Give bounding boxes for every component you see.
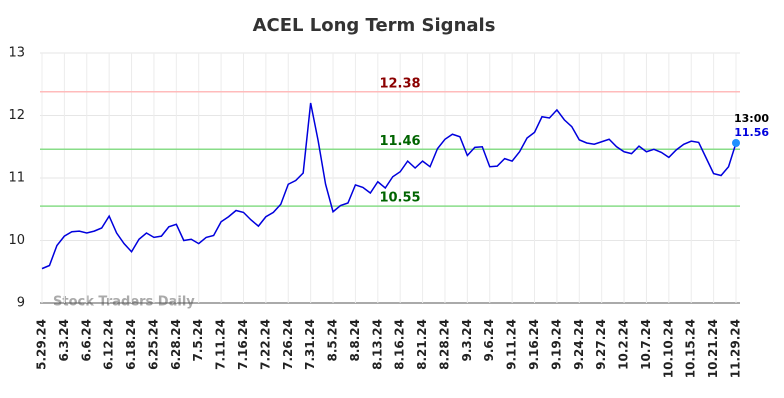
x-tick-label: 8.16.24: [393, 319, 407, 370]
y-tick-label: 12: [8, 108, 25, 123]
x-tick-label: 6.18.24: [124, 319, 138, 370]
last-value-label: 11.56: [734, 126, 769, 139]
x-tick-label: 6.28.24: [169, 319, 183, 370]
x-tick-label: 6.12.24: [102, 319, 116, 370]
x-tick-label: 10.21.24: [706, 319, 720, 378]
x-tick-label: 10.2.24: [617, 319, 631, 370]
price-line: [41, 102, 737, 270]
x-tick-label: 6.3.24: [57, 319, 71, 362]
x-tick-label: 9.6.24: [482, 319, 496, 362]
x-tick-label: 8.28.24: [437, 319, 451, 370]
x-tick-label: 6.25.24: [146, 319, 160, 370]
signal-label: 11.46: [379, 134, 420, 149]
y-tick-label: 9: [17, 296, 25, 311]
x-tick-label: 9.27.24: [594, 319, 608, 370]
chart-title: ACEL Long Term Signals: [253, 15, 496, 36]
y-tick-label: 11: [8, 171, 25, 186]
signal-label: 12.38: [379, 76, 420, 91]
last-time-label: 13:00: [734, 112, 769, 125]
x-tick-label: 10.10.24: [661, 319, 675, 378]
y-tick-label: 10: [8, 233, 25, 248]
x-tick-label: 7.31.24: [303, 319, 317, 370]
x-tick-label: 7.16.24: [236, 319, 250, 370]
x-tick-label: 9.3.24: [460, 319, 474, 362]
x-tick-label: 8.5.24: [326, 319, 340, 362]
x-tick-label: 9.24.24: [572, 319, 586, 370]
last-point: [732, 139, 740, 147]
signal-label: 10.55: [379, 191, 420, 206]
x-tick-label: 11.29.24: [729, 319, 743, 378]
x-tick-label: 7.26.24: [281, 319, 295, 370]
watermark: Stock Traders Daily: [53, 295, 195, 310]
x-tick-label: 8.21.24: [415, 319, 429, 370]
x-tick-label: 7.22.24: [258, 319, 272, 370]
x-tick-label: 9.16.24: [527, 319, 541, 370]
x-tick-label: 8.13.24: [370, 319, 384, 370]
x-tick-label: 6.6.24: [79, 319, 93, 362]
x-tick-label: 5.29.24: [35, 319, 49, 370]
x-tick-label: 10.15.24: [684, 319, 698, 378]
x-tick-label: 9.19.24: [549, 319, 563, 370]
x-tick-label: 7.5.24: [191, 319, 205, 362]
x-tick-label: 7.11.24: [214, 319, 228, 370]
y-tick-label: 13: [8, 46, 25, 61]
x-tick-label: 10.7.24: [639, 319, 653, 370]
x-tick-label: 9.11.24: [505, 319, 519, 370]
x-tick-label: 8.8.24: [348, 319, 362, 362]
